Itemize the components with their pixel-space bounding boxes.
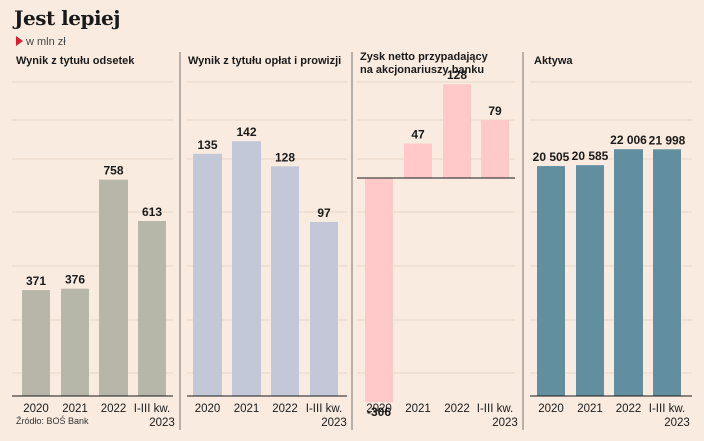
bar — [271, 166, 299, 396]
data-label: 20 505 — [533, 150, 570, 164]
tick-label: 2020 — [538, 403, 564, 415]
source-note: Źródło: BOŚ Bank — [16, 416, 89, 426]
tick-label: 2020 — [23, 403, 49, 415]
data-label: 135 — [197, 138, 217, 152]
bar — [99, 179, 128, 396]
panel-title: Zysk netto przypadający na akcjonariuszy … — [360, 51, 489, 76]
bar — [481, 120, 509, 178]
panel-title: Wynik z tytułu opłat i prowizji — [188, 55, 341, 67]
tick-label: 2022 — [616, 403, 642, 415]
data-label: 758 — [103, 164, 123, 178]
data-label: -306 — [367, 405, 391, 419]
tick-label: 2022 — [444, 403, 470, 415]
tick-label: 2021 — [577, 403, 603, 415]
bar — [310, 221, 338, 396]
tick-label: I-III kw. 2023 — [477, 403, 518, 429]
tick-label: I-III kw. 2023 — [649, 403, 690, 429]
bar — [232, 141, 261, 396]
tick-label: 2022 — [272, 403, 298, 415]
panel-title: Aktywa — [534, 55, 573, 67]
bar — [61, 288, 89, 396]
data-label: 613 — [142, 205, 162, 219]
data-label: 142 — [236, 125, 256, 139]
data-label: 21 998 — [649, 133, 686, 147]
data-label: 97 — [317, 206, 331, 220]
bar — [614, 149, 643, 396]
bar — [443, 84, 471, 178]
chart-title: Jest lepiej — [14, 6, 121, 30]
data-label: 20 585 — [572, 149, 609, 163]
bar — [576, 165, 604, 396]
bar — [365, 178, 393, 403]
data-label: 128 — [275, 150, 295, 164]
bar — [537, 166, 565, 396]
panel-title: Wynik z tytułu odsetek — [16, 55, 135, 67]
bar — [653, 149, 681, 396]
bar — [193, 153, 222, 396]
tick-label: 2021 — [62, 403, 88, 415]
data-label: 376 — [65, 273, 85, 287]
bar — [404, 143, 432, 178]
tick-label: 2021 — [405, 403, 431, 415]
tick-label: 2020 — [366, 403, 392, 415]
data-label: 371 — [26, 274, 46, 288]
data-label: 128 — [447, 68, 467, 82]
subtitle: w mln zł — [16, 36, 66, 48]
tick-label: I-III kw. 2023 — [134, 403, 175, 429]
bar — [22, 290, 50, 396]
tick-label: I-III kw. 2023 — [306, 403, 347, 429]
red-triangle-icon — [16, 36, 23, 46]
bar — [138, 221, 166, 396]
unit-label: w mln zł — [26, 36, 66, 48]
tick-label: 2022 — [101, 403, 127, 415]
data-label: 79 — [488, 104, 502, 118]
data-label: 22 006 — [610, 133, 647, 147]
data-label: 47 — [411, 128, 425, 142]
tick-label: 2020 — [195, 403, 221, 415]
tick-label: 2021 — [234, 403, 260, 415]
